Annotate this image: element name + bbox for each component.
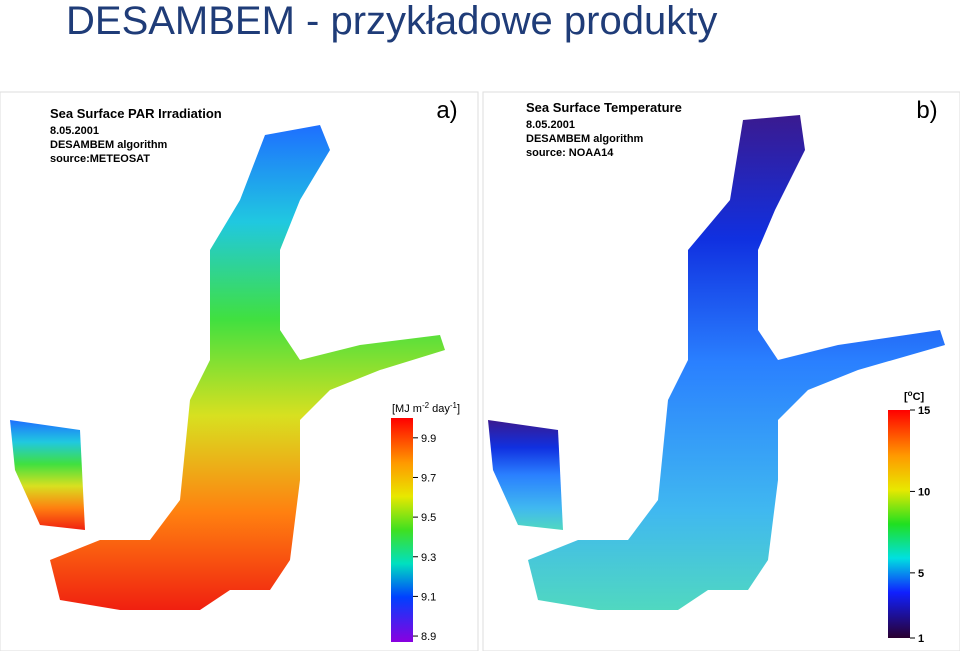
panel-info: DESAMBEM algorithm — [526, 133, 644, 145]
unit-part: day — [429, 403, 450, 415]
colorbar-tick-label: 5 — [918, 568, 924, 580]
slide-title: DESAMBEM - przykładowe produkty — [66, 0, 717, 43]
panel-info: DESAMBEM algorithm — [50, 139, 168, 151]
panel-heading: Sea Surface Temperature — [526, 100, 682, 115]
colorbar-tick-label: 10 — [918, 486, 930, 498]
unit-part: [ — [904, 391, 908, 403]
colorbar-tick-label: 9.7 — [421, 472, 436, 484]
colorbar-tick-label: 9.1 — [421, 591, 436, 603]
colorbar-tick-label: 9.5 — [421, 512, 436, 524]
unit-part: [MJ m — [392, 403, 422, 415]
panel-heading: Sea Surface PAR Irradiation — [50, 106, 222, 121]
panel-info: 8.05.2001 — [526, 119, 575, 131]
unit-part: C] — [913, 391, 925, 403]
unit-part: ] — [457, 403, 460, 415]
map-panel-b — [482, 91, 960, 652]
panel-label: b) — [916, 97, 937, 124]
colorbar-unit: [oC] — [904, 389, 925, 404]
panel-info: source:METEOSAT — [50, 153, 150, 165]
sea — [488, 420, 563, 530]
panel-info: source: NOAA14 — [526, 147, 614, 159]
panel-label: a) — [436, 97, 457, 124]
sea — [50, 125, 445, 610]
colorbar-tick-label: 1 — [918, 633, 924, 645]
colorbar — [888, 410, 910, 638]
colorbar — [391, 418, 413, 642]
map-panel-a — [0, 91, 479, 652]
colorbar-tick-label: 9.9 — [421, 433, 436, 445]
colorbar-unit: [MJ m-2 day-1] — [392, 401, 460, 416]
colorbar-tick-label: 8.9 — [421, 631, 436, 643]
panel-info: 8.05.2001 — [50, 125, 99, 137]
unit-part: -1 — [450, 401, 458, 410]
colorbar-tick-label: 9.3 — [421, 552, 436, 564]
unit-part: o — [908, 389, 913, 398]
colorbar-tick-label: 15 — [918, 405, 930, 417]
sea — [10, 420, 85, 530]
unit-part: -2 — [422, 401, 430, 410]
sea — [528, 115, 945, 610]
